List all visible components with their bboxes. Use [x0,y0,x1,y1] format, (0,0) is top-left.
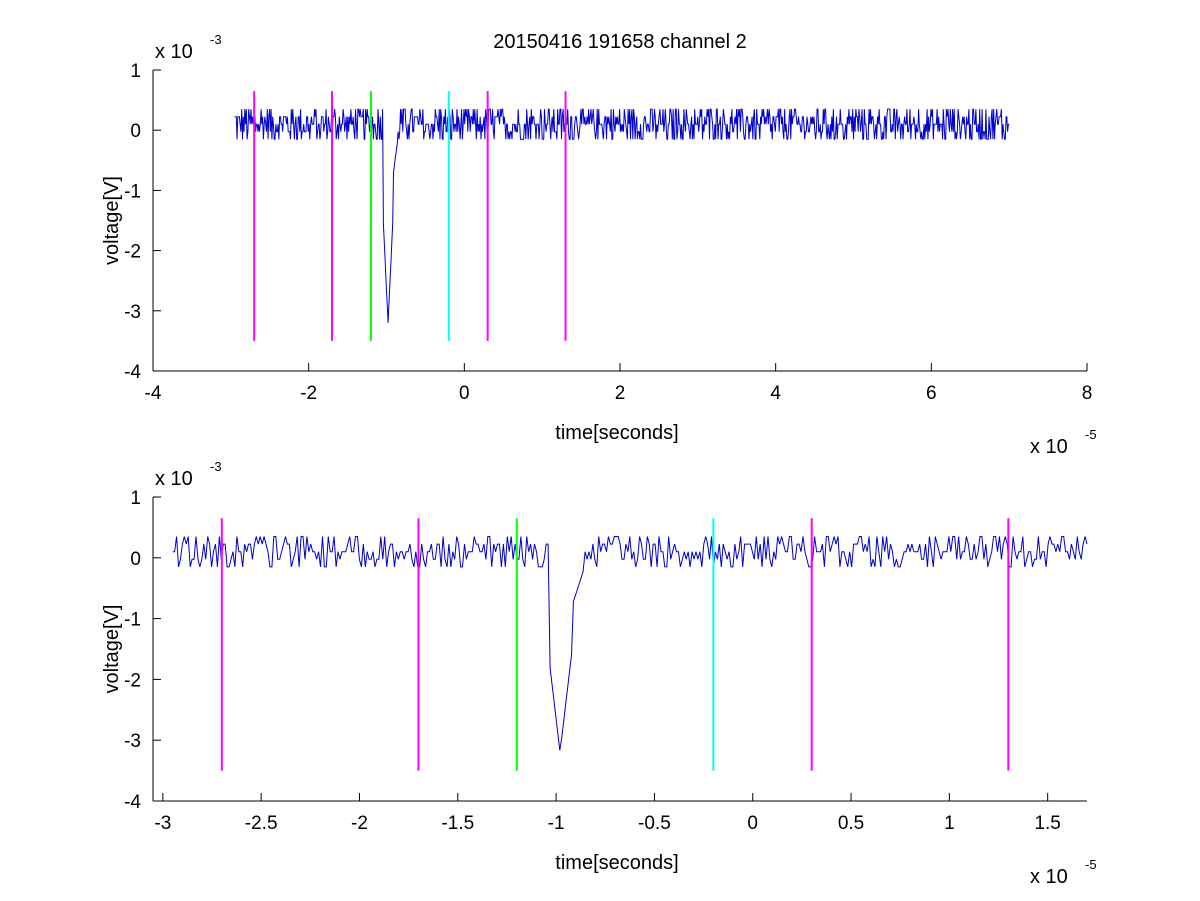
x-axis-label: time[seconds] [555,422,678,444]
x-axis-label: time[seconds] [555,852,678,874]
y-tick-label: -2 [124,242,141,263]
x-tick-label: 4 [770,383,781,404]
y-tick-label: 0 [130,549,141,570]
x-tick-label: 2 [615,383,626,404]
y-tick-label: -4 [124,792,141,813]
x-tick-label: 1 [944,813,955,834]
x-tick-label: 0 [459,383,470,404]
x-tick-label: 6 [926,383,937,404]
x-tick-label: -4 [145,383,162,404]
y-tick-label: 1 [130,488,141,509]
x-tick-label: -1.5 [441,813,474,834]
y-exponent-label: x 10 [155,41,193,63]
figure-title: 20150416 191658 channel 2 [493,31,747,53]
y-tick-label: -2 [124,670,141,691]
x-exponent-power: -5 [1085,427,1097,442]
x-tick-label: 1.5 [1034,813,1060,834]
y-axis-label: voltage[V] [101,605,123,694]
y-exponent-power: -3 [210,32,222,47]
y-exponent-label: x 10 [155,468,193,490]
x-tick-label: -0.5 [638,813,671,834]
top-panel: -4 -2 0 2 4 6 8 -4 -3 -2 -1 0 1 time[seconds] voltage[… [101,32,1097,458]
signal-trace [172,536,1088,751]
y-tick-label: -1 [124,610,141,631]
y-tick-label: -3 [124,731,141,752]
x-exponent-label: x 10 [1030,436,1068,458]
y-tick-label: 0 [130,121,141,142]
y-tick-label: 1 [130,61,141,82]
x-tick-label: -3 [154,813,171,834]
x-tick-label: -2.5 [245,813,278,834]
x-exponent-label: x 10 [1030,866,1068,888]
x-tick-label: -2 [300,383,317,404]
y-tick-label: -3 [124,302,141,323]
x-tick-label: 8 [1082,383,1093,404]
x-tick-label: -2 [351,813,368,834]
y-tick-label: -4 [124,362,141,383]
x-exponent-power: -5 [1085,857,1097,872]
y-tick-label: -1 [124,181,141,202]
y-exponent-power: -3 [210,459,222,474]
x-tick-label: 0.5 [838,813,864,834]
signal-trace [234,108,1010,323]
x-tick-label: 0 [747,813,758,834]
x-tick-label: -1 [548,813,565,834]
bottom-panel: -3 -2.5 -2 -1.5 -1 -0.5 0 0.5 1 1.5 -4 -3 -2 -1 0 1 time… [101,459,1097,888]
y-axis-label: voltage[V] [101,176,123,265]
